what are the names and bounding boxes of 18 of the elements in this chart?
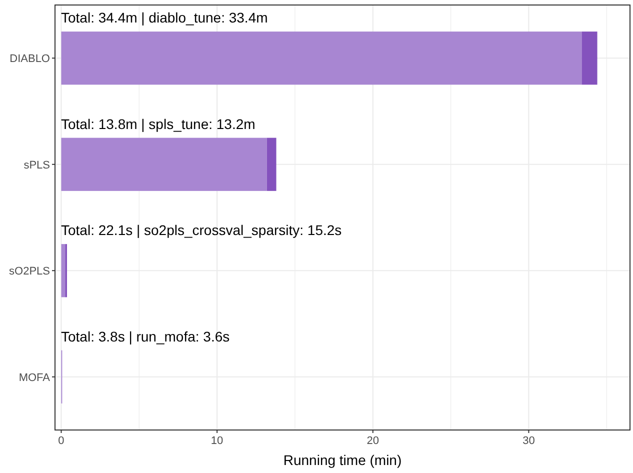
annotation: Total: 3.8s | run_mofa: 3.6s xyxy=(61,328,230,344)
bar xyxy=(61,244,66,298)
annotation: Total: 34.4m | diablo_tune: 33.4m xyxy=(61,10,268,26)
x-tick-label: 0 xyxy=(58,435,64,447)
y-tick-label: sPLS xyxy=(24,159,50,172)
bar xyxy=(582,32,598,85)
bar xyxy=(266,138,276,191)
x-tick-label: 10 xyxy=(210,435,224,447)
annotation: Total: 13.8m | spls_tune: 13.2m xyxy=(61,116,256,132)
bar xyxy=(61,32,582,85)
y-tick-label: MOFA xyxy=(18,372,51,384)
x-tick-label: 20 xyxy=(366,435,380,447)
y-tick-label: DIABLO xyxy=(10,53,50,66)
y-tick-label: sO2PLS xyxy=(9,266,50,278)
x-tick-label: 30 xyxy=(522,435,535,447)
bar xyxy=(61,138,267,191)
annotation: Total: 22.1s | so2pls_crossval_sparsity: 15.2s xyxy=(61,222,342,238)
x-axis-title: Running time (min) xyxy=(283,452,402,468)
